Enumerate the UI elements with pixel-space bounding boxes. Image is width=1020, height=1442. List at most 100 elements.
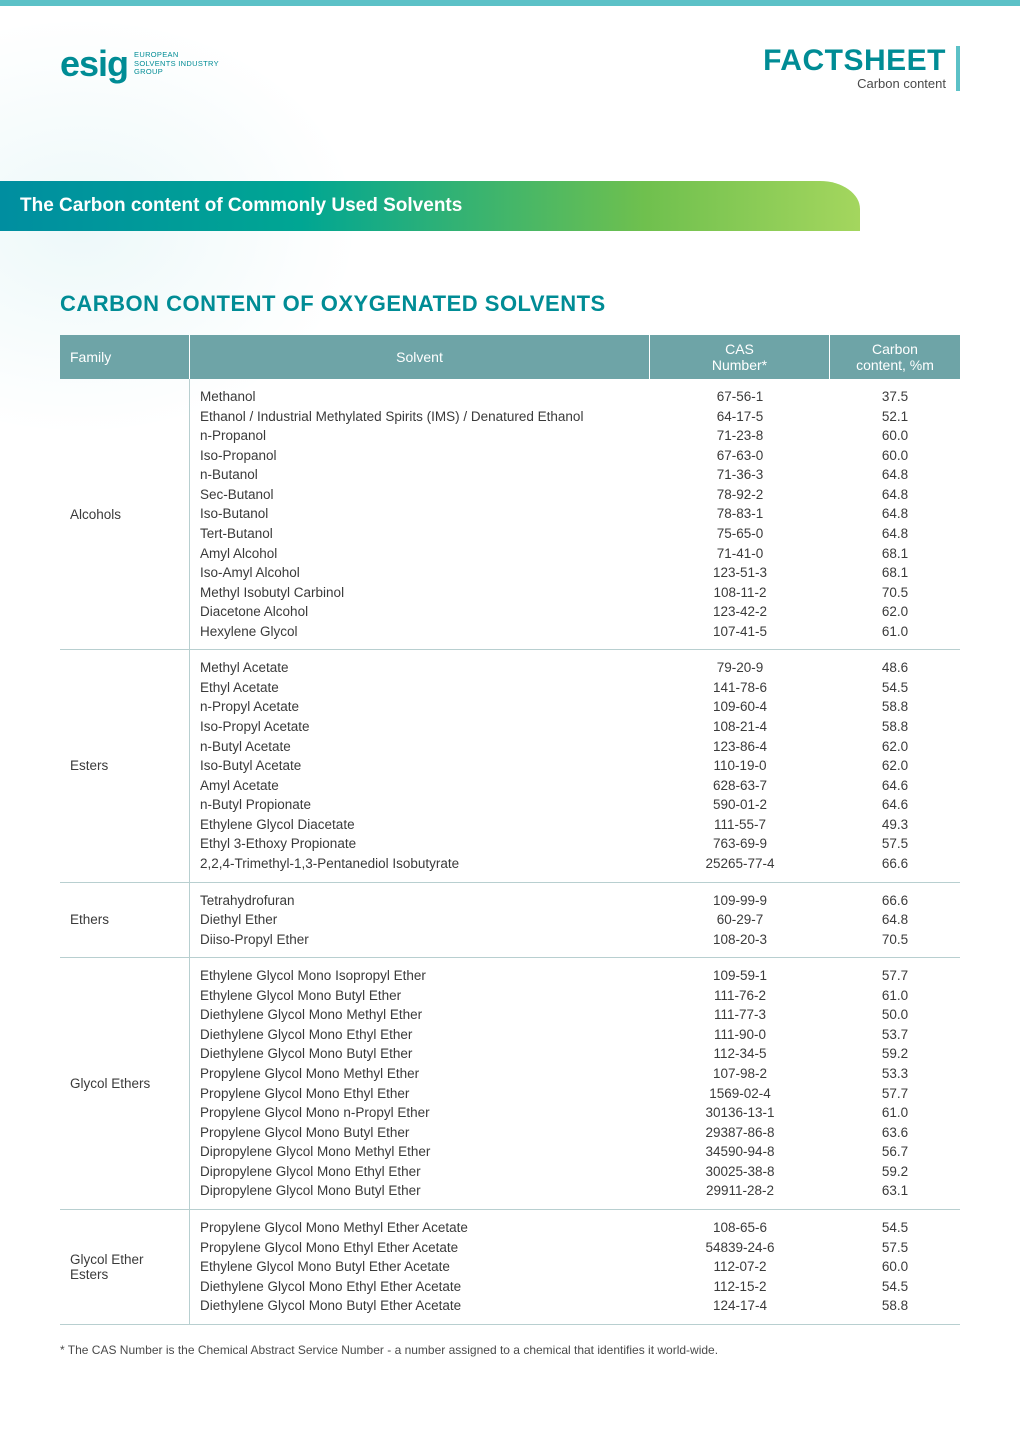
cell-carbon: 64.6 (830, 776, 960, 796)
cell-cas: 25265-77-4 (650, 854, 830, 874)
table-group: AlcoholsMethanol67-56-137.5Ethanol / Ind… (60, 379, 960, 650)
cell-carbon: 59.2 (830, 1162, 960, 1182)
cell-solvent: Ethylene Glycol Mono Butyl Ether (190, 986, 650, 1006)
table-row: Iso-Amyl Alcohol123-51-368.1 (190, 563, 960, 583)
cell-cas: 108-65-6 (650, 1218, 830, 1238)
cell-carbon: 62.0 (830, 737, 960, 757)
cell-carbon: 57.7 (830, 1084, 960, 1104)
rows-container: Methanol67-56-137.5Ethanol / Industrial … (190, 379, 960, 649)
cell-solvent: 2,2,4-Trimethyl-1,3-Pentanediol Isobutyr… (190, 854, 650, 874)
cell-carbon: 64.8 (830, 524, 960, 544)
cell-cas: 71-23-8 (650, 426, 830, 446)
table-row: Diethyl Ether60-29-764.8 (190, 910, 960, 930)
table-row: Ethylene Glycol Mono Butyl Ether111-76-2… (190, 986, 960, 1006)
cell-cas: 112-15-2 (650, 1277, 830, 1297)
cell-carbon: 57.7 (830, 966, 960, 986)
cell-solvent: n-Butanol (190, 465, 650, 485)
cell-carbon: 62.0 (830, 602, 960, 622)
cell-carbon: 58.8 (830, 697, 960, 717)
rows-container: Tetrahydrofuran109-99-966.6Diethyl Ether… (190, 883, 960, 958)
cell-carbon: 66.6 (830, 891, 960, 911)
cell-solvent: n-Propyl Acetate (190, 697, 650, 717)
cell-solvent: Diethylene Glycol Mono Butyl Ether (190, 1044, 650, 1064)
cell-cas: 109-59-1 (650, 966, 830, 986)
cell-cas: 112-07-2 (650, 1257, 830, 1277)
table-row: Dipropylene Glycol Mono Methyl Ether3459… (190, 1142, 960, 1162)
cell-solvent: Dipropylene Glycol Mono Ethyl Ether (190, 1162, 650, 1182)
cell-cas: 30025-38-8 (650, 1162, 830, 1182)
cell-cas: 67-56-1 (650, 387, 830, 407)
cell-solvent: Iso-Propyl Acetate (190, 717, 650, 737)
cell-solvent: Iso-Amyl Alcohol (190, 563, 650, 583)
table-row: Iso-Butanol78-83-164.8 (190, 504, 960, 524)
cell-cas: 112-34-5 (650, 1044, 830, 1064)
cell-cas: 108-11-2 (650, 583, 830, 603)
table-row: Propylene Glycol Mono n-Propyl Ether3013… (190, 1103, 960, 1123)
cell-solvent: Propylene Glycol Mono Methyl Ether (190, 1064, 650, 1084)
section-title: CARBON CONTENT OF OXYGENATED SOLVENTS (60, 291, 960, 317)
cell-carbon: 49.3 (830, 815, 960, 835)
cell-carbon: 53.7 (830, 1025, 960, 1045)
cell-carbon: 54.5 (830, 1277, 960, 1297)
table-row: Ethyl Acetate141-78-654.5 (190, 678, 960, 698)
cell-carbon: 66.6 (830, 854, 960, 874)
table-row: Iso-Butyl Acetate110-19-062.0 (190, 756, 960, 776)
table-row: Ethyl 3-Ethoxy Propionate763-69-957.5 (190, 834, 960, 854)
table-row: Sec-Butanol78-92-264.8 (190, 485, 960, 505)
cell-solvent: Methyl Isobutyl Carbinol (190, 583, 650, 603)
page: esig EUROPEAN SOLVENTS INDUSTRY GROUP FA… (0, 0, 1020, 1442)
family-cell: Esters (60, 650, 190, 881)
cell-carbon: 53.3 (830, 1064, 960, 1084)
cell-solvent: Sec-Butanol (190, 485, 650, 505)
table-row: Amyl Alcohol71-41-068.1 (190, 544, 960, 564)
cell-solvent: Dipropylene Glycol Mono Butyl Ether (190, 1181, 650, 1201)
rows-container: Methyl Acetate79-20-948.6Ethyl Acetate14… (190, 650, 960, 881)
table-group: Glycol EthersEthylene Glycol Mono Isopro… (60, 958, 960, 1210)
table-row: Propylene Glycol Mono Methyl Ether107-98… (190, 1064, 960, 1084)
cell-cas: 30136-13-1 (650, 1103, 830, 1123)
cell-cas: 71-41-0 (650, 544, 830, 564)
table-row: Iso-Propyl Acetate108-21-458.8 (190, 717, 960, 737)
cell-carbon: 37.5 (830, 387, 960, 407)
table-group: EthersTetrahydrofuran109-99-966.6Diethyl… (60, 883, 960, 959)
factsheet-badge: FACTSHEET Carbon content (763, 46, 960, 91)
table-header: Family Solvent CAS Number* Carbon conten… (60, 335, 960, 379)
col-carbon-l1: Carbon (840, 341, 950, 357)
cell-solvent: Hexylene Glycol (190, 622, 650, 642)
logo: esig EUROPEAN SOLVENTS INDUSTRY GROUP (60, 46, 219, 82)
cell-solvent: n-Butyl Propionate (190, 795, 650, 815)
cell-carbon: 64.6 (830, 795, 960, 815)
col-family: Family (60, 335, 190, 379)
table-row: Amyl Acetate628-63-764.6 (190, 776, 960, 796)
cell-cas: 110-19-0 (650, 756, 830, 776)
logo-mark: esig (60, 46, 128, 82)
cell-carbon: 63.6 (830, 1123, 960, 1143)
family-cell: Ethers (60, 883, 190, 958)
family-cell: Glycol Ether Esters (60, 1210, 190, 1324)
table-row: Diethylene Glycol Mono Methyl Ether111-7… (190, 1005, 960, 1025)
cell-cas: 111-90-0 (650, 1025, 830, 1045)
table-row: Diethylene Glycol Mono Butyl Ether112-34… (190, 1044, 960, 1064)
cell-cas: 107-98-2 (650, 1064, 830, 1084)
cell-carbon: 70.5 (830, 583, 960, 603)
cell-solvent: n-Butyl Acetate (190, 737, 650, 757)
cell-cas: 79-20-9 (650, 658, 830, 678)
cell-cas: 763-69-9 (650, 834, 830, 854)
cell-solvent: Diethylene Glycol Mono Ethyl Ether Aceta… (190, 1277, 650, 1297)
cell-cas: 34590-94-8 (650, 1142, 830, 1162)
table-row: Propylene Glycol Mono Ethyl Ether Acetat… (190, 1238, 960, 1258)
table-group: Glycol Ether EstersPropylene Glycol Mono… (60, 1210, 960, 1325)
cell-cas: 29911-28-2 (650, 1181, 830, 1201)
logo-line-3: GROUP (134, 68, 219, 77)
cell-solvent: n-Propanol (190, 426, 650, 446)
factsheet-title: FACTSHEET (763, 46, 946, 76)
table-row: Propylene Glycol Mono Ethyl Ether1569-02… (190, 1084, 960, 1104)
cell-solvent: Dipropylene Glycol Mono Methyl Ether (190, 1142, 650, 1162)
table-row: 2,2,4-Trimethyl-1,3-Pentanediol Isobutyr… (190, 854, 960, 874)
cell-carbon: 57.5 (830, 1238, 960, 1258)
cell-cas: 109-60-4 (650, 697, 830, 717)
cell-carbon: 64.8 (830, 504, 960, 524)
cell-solvent: Propylene Glycol Mono n-Propyl Ether (190, 1103, 650, 1123)
table-row: Ethylene Glycol Mono Isopropyl Ether109-… (190, 966, 960, 986)
cell-cas: 141-78-6 (650, 678, 830, 698)
